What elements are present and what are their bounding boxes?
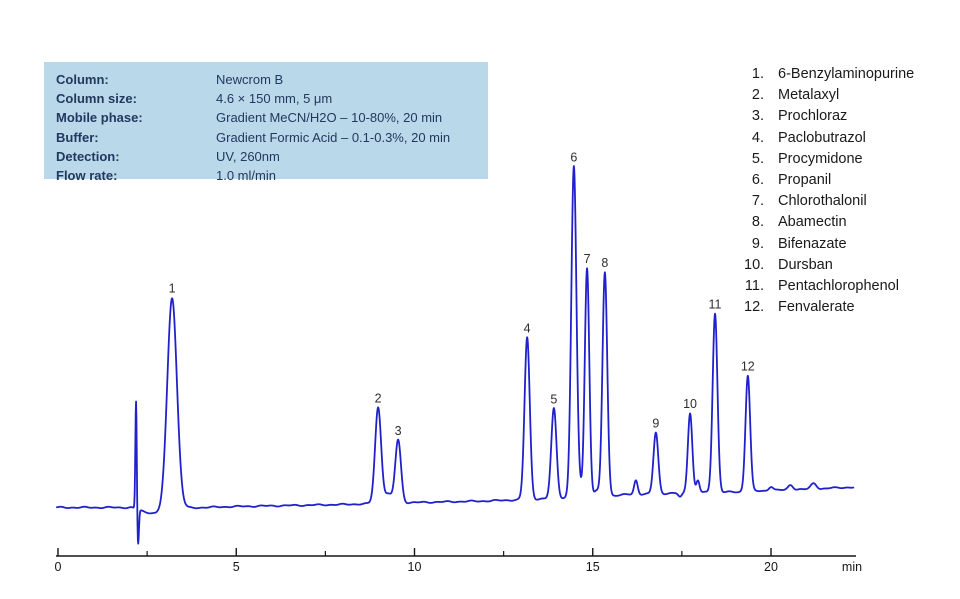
legend-item-9: 9. Bifenazate xyxy=(744,234,958,255)
info-value: 1.0 ml/min xyxy=(216,168,276,184)
info-value: Gradient MeCN/H2O – 10-80%, 20 min xyxy=(216,110,443,126)
peak-label-6: 6 xyxy=(570,151,577,165)
legend-item-number: 8. xyxy=(751,214,764,231)
info-label: Flow rate: xyxy=(56,168,118,184)
legend-item-number: 9. xyxy=(751,235,764,252)
legend-item-8: 8. Abamectin xyxy=(744,212,958,233)
x-axis-tick-label: 10 xyxy=(408,560,422,574)
legend-item-number: 4. xyxy=(751,129,764,146)
legend-item-number: 7. xyxy=(751,193,764,210)
chromatogram-trace xyxy=(56,165,855,545)
info-label: Buffer: xyxy=(56,129,99,145)
info-row: Column size: 4.6 × 150 mm, 5 μm xyxy=(56,89,480,108)
peak-label-10: 10 xyxy=(683,397,697,411)
peak-label-11: 11 xyxy=(709,297,722,311)
info-value: 4.6 × 150 mm, 5 μm xyxy=(216,91,333,107)
legend-item-5: 5. Procymidone xyxy=(744,149,958,170)
peak-label-2: 2 xyxy=(375,392,382,406)
legend-item-number: 6. xyxy=(751,172,764,189)
legend-item-name: Chlorothalonil xyxy=(778,193,867,210)
peak-label-12: 12 xyxy=(741,360,755,374)
info-value: UV, 260nm xyxy=(216,148,280,164)
peak-label-5: 5 xyxy=(550,393,557,407)
x-axis-tick-label: 5 xyxy=(233,560,240,574)
legend-item-name: Fenvalerate xyxy=(778,299,855,316)
legend-item-1: 1. 6-Benzylaminopurine xyxy=(744,64,958,85)
legend-item-number: 10. xyxy=(744,256,765,273)
method-info-box: Column: Newcrom B Column size: 4.6 × 150 mm… xyxy=(44,62,488,183)
legend-item-6: 6. Propanil xyxy=(744,170,958,191)
legend-item-name: 6-Benzylaminopurine xyxy=(778,66,915,82)
x-axis-tick-label: 0 xyxy=(55,560,62,574)
info-row: Buffer: Gradient Formic Acid – 0.1-0.3%, … xyxy=(56,128,480,147)
legend-item-name: Bifenazate xyxy=(778,235,847,252)
info-row: Mobile phase: Gradient MeCN/H2O – 10-80%,… xyxy=(56,108,480,127)
peak-label-8: 8 xyxy=(601,256,608,270)
peak-label-4: 4 xyxy=(524,322,531,336)
info-value: Newcrom B xyxy=(216,72,284,87)
legend-item-4: 4. Paclobutrazol xyxy=(744,128,958,149)
legend-item-number: 2. xyxy=(751,87,764,104)
legend-item-name: Paclobutrazol xyxy=(778,129,866,146)
x-axis-tick-label: 20 xyxy=(764,560,778,574)
legend-item-3: 3. Prochloraz xyxy=(744,106,958,127)
info-row: Detection: UV, 260nm xyxy=(56,147,480,166)
legend-item-number: 3. xyxy=(751,108,764,125)
peak-label-9: 9 xyxy=(652,417,659,431)
peak-label-1: 1 xyxy=(169,282,176,296)
info-row: Flow rate: 1.0 ml/min xyxy=(56,166,480,185)
axis-unit-label: min xyxy=(842,560,862,574)
info-label: Mobile phase: xyxy=(56,110,143,126)
peak-label-3: 3 xyxy=(395,424,402,438)
legend-item-name: Dursban xyxy=(778,256,833,273)
info-label: Column size: xyxy=(56,91,137,107)
legend-item-11: 11. Pentachlorophenol xyxy=(744,276,958,297)
legend-item-number: 11. xyxy=(744,278,764,295)
legend-item-2: 2. Metalaxyl xyxy=(744,85,958,106)
compound-legend: 1. 6-Benzylaminopurine 2. Metalaxyl 3. Prochl… xyxy=(744,64,958,318)
legend-item-number: 1. xyxy=(751,66,764,82)
legend-item-name: Prochloraz xyxy=(778,108,848,125)
legend-item-number: 12. xyxy=(744,299,765,316)
info-row: Column: Newcrom B xyxy=(56,70,480,89)
info-value: Gradient Formic Acid – 0.1-0.3%, 20 min xyxy=(216,129,451,145)
info-label: Column: xyxy=(56,72,109,87)
legend-item-12: 12. Fenvalerate xyxy=(744,297,958,318)
info-label: Detection: xyxy=(56,148,120,164)
legend-item-number: 5. xyxy=(751,150,764,167)
legend-item-7: 7. Chlorothalonil xyxy=(744,191,958,212)
legend-item-name: Propanil xyxy=(778,172,832,189)
peak-label-7: 7 xyxy=(584,252,591,266)
legend-item-name: Pentachlorophenol xyxy=(778,278,899,295)
legend-item-name: Procymidone xyxy=(778,150,863,167)
x-axis-tick-label: 15 xyxy=(586,560,600,574)
legend-item-name: Metalaxyl xyxy=(778,87,840,104)
legend-item-name: Abamectin xyxy=(778,214,847,231)
legend-item-10: 10. Dursban xyxy=(744,255,958,276)
